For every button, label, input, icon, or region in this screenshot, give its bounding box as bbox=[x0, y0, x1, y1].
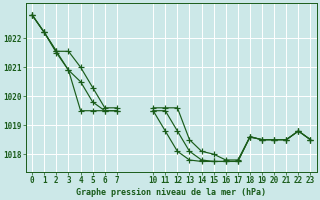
X-axis label: Graphe pression niveau de la mer (hPa): Graphe pression niveau de la mer (hPa) bbox=[76, 188, 266, 197]
